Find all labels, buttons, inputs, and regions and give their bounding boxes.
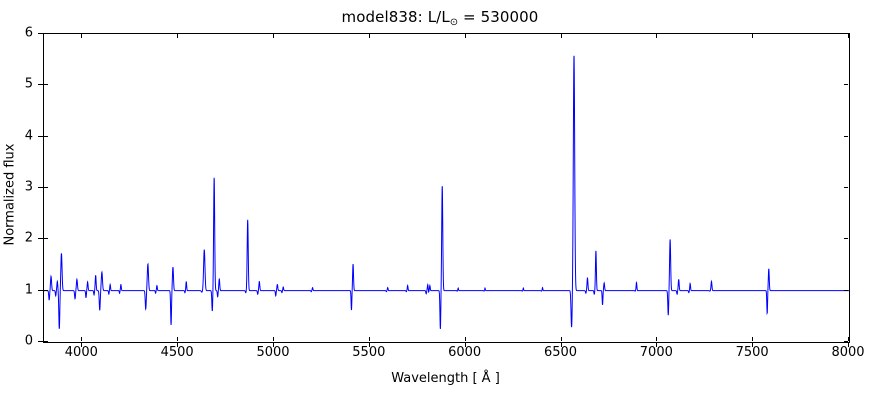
x-tick-mark-inner	[368, 337, 370, 341]
y-tick-mark	[38, 84, 43, 86]
x-tick-label: 8000	[831, 345, 865, 360]
x-tick-label: 6500	[543, 345, 578, 360]
x-tick-mark-inner	[464, 337, 466, 341]
x-tick-mark	[464, 342, 466, 347]
y-tick-mark-right	[844, 289, 848, 291]
x-tick-mark	[368, 342, 370, 347]
x-tick-mark-top	[81, 34, 83, 38]
x-tick-mark-inner	[273, 337, 274, 341]
y-tick-mark	[38, 238, 43, 240]
x-tick-mark	[177, 342, 179, 347]
x-tick-mark-top	[177, 34, 179, 38]
plot-area	[43, 33, 850, 343]
y-tick-label: 1	[24, 282, 33, 298]
title-main: model838: L/L	[341, 8, 450, 26]
y-tick-mark-right	[844, 187, 848, 188]
solar-symbol: ⊙	[449, 16, 459, 28]
y-tick-mark-inner	[44, 289, 48, 291]
y-tick-mark-right	[844, 84, 848, 86]
y-tick-mark-right	[844, 238, 848, 240]
x-axis-label: Wavelength [ Å ]	[391, 371, 500, 386]
x-tick-mark-inner	[177, 337, 179, 341]
x-tick-label: 4000	[64, 345, 98, 360]
y-tick-mark	[38, 135, 43, 137]
x-tick-label: 7000	[639, 345, 673, 360]
y-tick-label: 6	[24, 25, 33, 41]
title-tail: = 530000	[458, 8, 539, 26]
x-tick-mark	[848, 342, 849, 347]
x-tick-mark-top	[560, 34, 562, 38]
x-tick-mark-top	[273, 34, 274, 38]
x-tick-label: 5000	[256, 345, 290, 360]
x-tick-label: 5500	[352, 345, 386, 360]
x-tick-label: 4500	[160, 345, 194, 360]
y-tick-mark	[38, 341, 43, 342]
x-tick-mark-inner	[560, 337, 562, 341]
x-tick-mark-top	[848, 34, 849, 38]
y-tick-mark-inner	[44, 33, 48, 34]
x-tick-mark	[273, 342, 274, 347]
x-tick-mark-inner	[752, 337, 754, 341]
y-tick-label: 2	[24, 230, 33, 246]
x-tick-label: 7500	[735, 345, 769, 360]
x-tick-mark	[656, 342, 658, 347]
y-tick-mark	[38, 187, 43, 188]
y-tick-mark-inner	[44, 341, 48, 342]
y-tick-mark-inner	[44, 135, 48, 137]
y-tick-label: 5	[24, 76, 33, 92]
y-tick-label: 0	[24, 333, 33, 349]
x-tick-mark-inner	[848, 337, 849, 341]
y-tick-mark	[38, 289, 43, 291]
y-tick-label: 4	[24, 128, 33, 144]
x-tick-mark	[752, 342, 754, 347]
y-tick-mark	[38, 33, 43, 34]
y-tick-mark-right	[844, 135, 848, 137]
y-tick-mark-inner	[44, 187, 48, 188]
page-title: model838: L/L⊙ = 530000	[0, 8, 880, 28]
spectrum-line	[44, 34, 849, 342]
x-tick-label: 6000	[448, 345, 482, 360]
x-tick-mark-top	[464, 34, 466, 38]
x-tick-mark-inner	[81, 337, 83, 341]
x-tick-mark-inner	[656, 337, 658, 341]
x-tick-mark-top	[656, 34, 658, 38]
y-tick-mark-inner	[44, 84, 48, 86]
y-tick-mark-right	[844, 341, 848, 342]
x-tick-mark	[560, 342, 562, 347]
x-tick-mark-top	[368, 34, 370, 38]
y-tick-label: 3	[24, 179, 33, 195]
x-tick-mark-top	[752, 34, 754, 38]
y-tick-mark-inner	[44, 238, 48, 240]
x-tick-mark	[81, 342, 83, 347]
y-tick-mark-right	[844, 33, 848, 34]
